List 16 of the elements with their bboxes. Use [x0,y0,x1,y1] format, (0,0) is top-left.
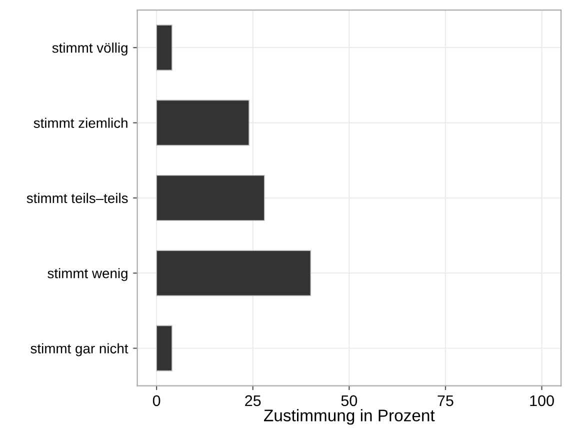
x-tick-label: 25 [245,395,261,406]
x-tick-label: 100 [530,395,554,406]
bar [156,325,172,372]
bar [156,100,250,146]
x-axis-title: Zustimmung in Prozent [264,409,435,425]
bar [156,174,265,221]
y-tick-label: stimmt wenig [48,268,128,282]
y-tick-label: stimmt ziemlich [34,118,128,128]
x-tick-label: 0 [152,395,160,406]
y-tick-label: stimmt völlig [52,42,128,56]
bar [156,24,172,71]
x-tick-label: 50 [341,395,358,406]
bar [156,250,312,296]
y-tick-label: stimmt teils–teils [26,192,128,204]
y-tick-label: stimmt gar nicht [30,343,128,356]
x-tick-label: 75 [438,395,454,406]
